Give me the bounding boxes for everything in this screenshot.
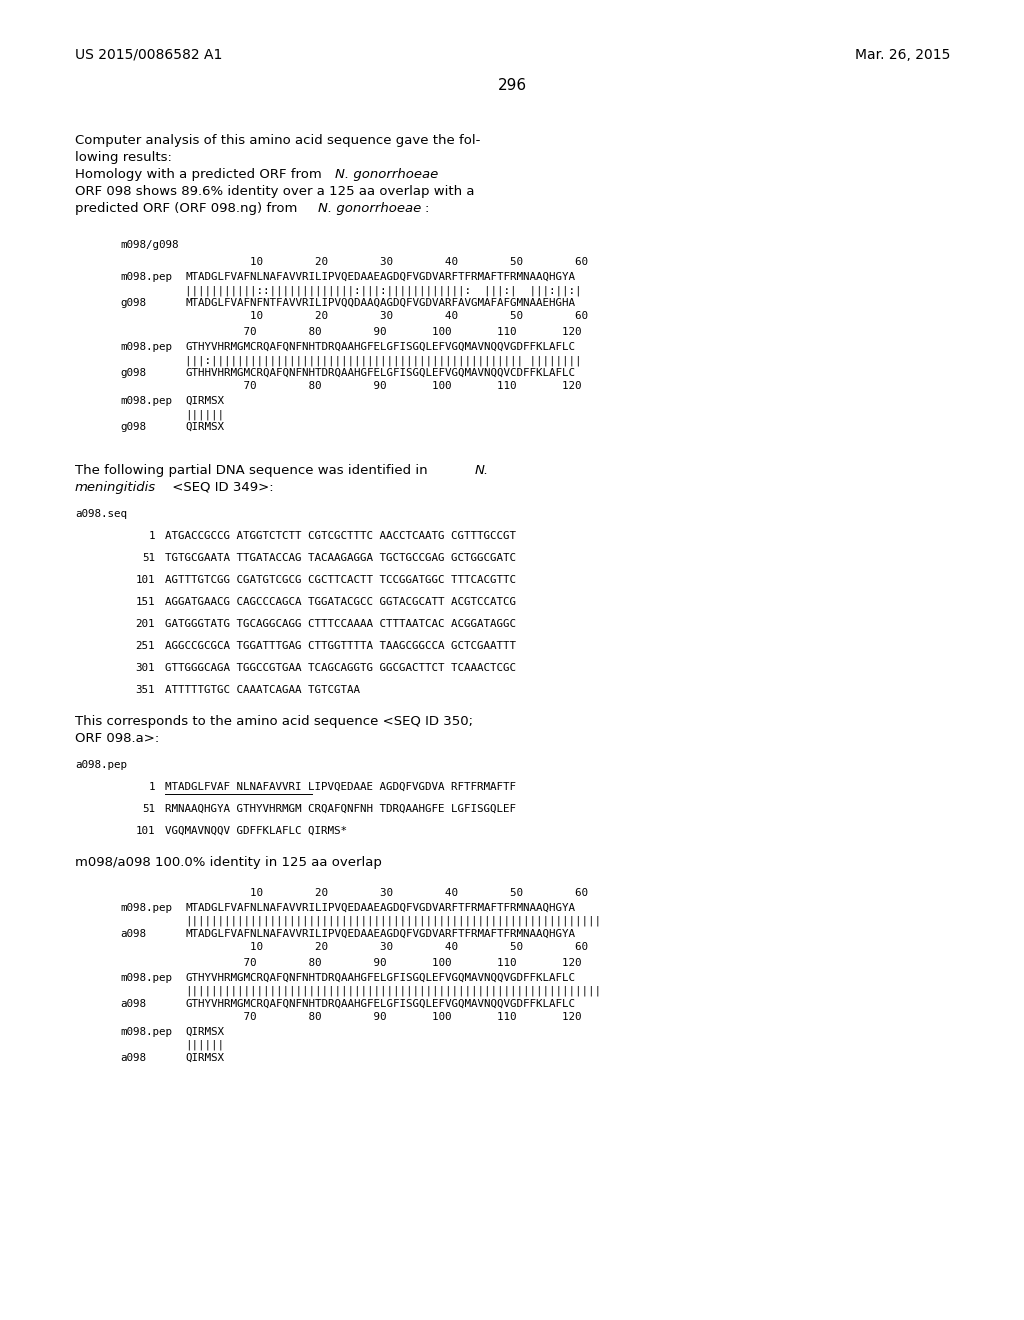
Text: ATGACCGCCG ATGGTCTCTT CGTCGCTTTC AACCTCAATG CGTTTGCCGT: ATGACCGCCG ATGGTCTCTT CGTCGCTTTC AACCTCA… bbox=[165, 531, 516, 541]
Text: a098: a098 bbox=[120, 999, 146, 1008]
Text: 70        80        90       100       110       120: 70 80 90 100 110 120 bbox=[185, 381, 582, 391]
Text: 51: 51 bbox=[142, 804, 155, 814]
Text: 70        80        90       100       110       120: 70 80 90 100 110 120 bbox=[185, 1012, 582, 1022]
Text: m098.pep: m098.pep bbox=[120, 973, 172, 983]
Text: N. gonorrhoeae: N. gonorrhoeae bbox=[335, 168, 438, 181]
Text: Mar. 26, 2015: Mar. 26, 2015 bbox=[855, 48, 950, 62]
Text: m098.pep: m098.pep bbox=[120, 1027, 172, 1038]
Text: Computer analysis of this amino acid sequence gave the fol-: Computer analysis of this amino acid seq… bbox=[75, 135, 480, 147]
Text: QIRMSX: QIRMSX bbox=[185, 422, 224, 432]
Text: VGQMAVNQQV GDFFKLAFLC QIRMS*: VGQMAVNQQV GDFFKLAFLC QIRMS* bbox=[165, 826, 347, 836]
Text: QIRMSX: QIRMSX bbox=[185, 1027, 224, 1038]
Text: lowing results:: lowing results: bbox=[75, 150, 172, 164]
Text: :: : bbox=[425, 202, 429, 215]
Text: 70        80        90       100       110       120: 70 80 90 100 110 120 bbox=[185, 327, 582, 337]
Text: 51: 51 bbox=[142, 553, 155, 564]
Text: GTTGGGCAGA TGGCCGTGAA TCAGCAGGTG GGCGACTTCT TCAAACTCGC: GTTGGGCAGA TGGCCGTGAA TCAGCAGGTG GGCGACT… bbox=[165, 663, 516, 673]
Text: This corresponds to the amino acid sequence <SEQ ID 350;: This corresponds to the amino acid seque… bbox=[75, 715, 473, 729]
Text: m098/g098: m098/g098 bbox=[120, 240, 178, 249]
Text: The following partial DNA sequence was identified in: The following partial DNA sequence was i… bbox=[75, 465, 432, 477]
Text: GTHYVHRMGMCRQAFQNFNHTDRQAAHGFELGFISGQLEFVGQMAVNQQVGDFFKLAFLC: GTHYVHRMGMCRQAFQNFNHTDRQAAHGFELGFISGQLEF… bbox=[185, 973, 575, 983]
Text: 1: 1 bbox=[148, 531, 155, 541]
Text: 101: 101 bbox=[135, 826, 155, 836]
Text: AGGCCGCGCA TGGATTTGAG CTTGGTTTTA TAAGCGGCCA GCTCGAATTT: AGGCCGCGCA TGGATTTGAG CTTGGTTTTA TAAGCGG… bbox=[165, 642, 516, 651]
Text: |||||||||||::|||||||||||||:|||:||||||||||||:  |||:|  |||:||:|: |||||||||||::|||||||||||||:|||:|||||||||… bbox=[185, 285, 582, 296]
Text: MTADGLFVAFNFNTFAVVRILIPVQQDAAQAGDQFVGDVARFAVGMAFAFGMNAAEHGHA: MTADGLFVAFNFNTFAVVRILIPVQQDAAQAGDQFVGDVA… bbox=[185, 298, 575, 308]
Text: MTADGLFVAFNLNAFAVVRILIPVQEDAAEAGDQFVGDVARFTFRMAFTFRMNAAQHGYA: MTADGLFVAFNLNAFAVVRILIPVQEDAAEAGDQFVGDVA… bbox=[185, 272, 575, 282]
Text: AGGATGAACG CAGCCCAGCA TGGATACGCC GGTACGCATT ACGTCCATCG: AGGATGAACG CAGCCCAGCA TGGATACGCC GGTACGC… bbox=[165, 597, 516, 607]
Text: g098: g098 bbox=[120, 422, 146, 432]
Text: GTHHVHRMGMCRQAFQNFNHTDRQAAHGFELGFISGQLEFVGQMAVNQQVCDFFKLAFLC: GTHHVHRMGMCRQAFQNFNHTDRQAAHGFELGFISGQLEF… bbox=[185, 368, 575, 378]
Text: a098: a098 bbox=[120, 1053, 146, 1063]
Text: 101: 101 bbox=[135, 576, 155, 585]
Text: m098.pep: m098.pep bbox=[120, 272, 172, 282]
Text: 10        20        30        40        50        60: 10 20 30 40 50 60 bbox=[185, 888, 588, 898]
Text: g098: g098 bbox=[120, 368, 146, 378]
Text: 10        20        30        40        50        60: 10 20 30 40 50 60 bbox=[185, 312, 588, 321]
Text: 10        20        30        40        50        60: 10 20 30 40 50 60 bbox=[185, 942, 588, 952]
Text: m098.pep: m098.pep bbox=[120, 342, 172, 352]
Text: m098.pep: m098.pep bbox=[120, 396, 172, 407]
Text: 251: 251 bbox=[135, 642, 155, 651]
Text: 10        20        30        40        50        60: 10 20 30 40 50 60 bbox=[185, 257, 588, 267]
Text: QIRMSX: QIRMSX bbox=[185, 396, 224, 407]
Text: 296: 296 bbox=[498, 78, 526, 92]
Text: ATTTTTGTGC CAAATCAGAA TGTCGTAA: ATTTTTGTGC CAAATCAGAA TGTCGTAA bbox=[165, 685, 360, 696]
Text: 351: 351 bbox=[135, 685, 155, 696]
Text: GTHYVHRMGMCRQAFQNFNHTDRQAAHGFELGFISGQLEFVGQMAVNQQVGDFFKLAFLC: GTHYVHRMGMCRQAFQNFNHTDRQAAHGFELGFISGQLEF… bbox=[185, 999, 575, 1008]
Text: |||:|||||||||||||||||||||||||||||||||||||||||||||||| ||||||||: |||:||||||||||||||||||||||||||||||||||||… bbox=[185, 355, 582, 366]
Text: m098/a098 100.0% identity in 125 aa overlap: m098/a098 100.0% identity in 125 aa over… bbox=[75, 855, 382, 869]
Text: MTADGLFVAFNLNAFAVVRILIPVQEDAAEAGDQFVGDVARFTFRMAFTFRMNAAQHGYA: MTADGLFVAFNLNAFAVVRILIPVQEDAAEAGDQFVGDVA… bbox=[185, 929, 575, 939]
Text: ||||||: |||||| bbox=[185, 409, 224, 420]
Text: predicted ORF (ORF 098.ng) from: predicted ORF (ORF 098.ng) from bbox=[75, 202, 302, 215]
Text: a098: a098 bbox=[120, 929, 146, 939]
Text: N. gonorrhoeae: N. gonorrhoeae bbox=[318, 202, 421, 215]
Text: 151: 151 bbox=[135, 597, 155, 607]
Text: QIRMSX: QIRMSX bbox=[185, 1053, 224, 1063]
Text: ORF 098 shows 89.6% identity over a 125 aa overlap with a: ORF 098 shows 89.6% identity over a 125 … bbox=[75, 185, 474, 198]
Text: Homology with a predicted ORF from: Homology with a predicted ORF from bbox=[75, 168, 326, 181]
Text: g098: g098 bbox=[120, 298, 146, 308]
Text: ||||||||||||||||||||||||||||||||||||||||||||||||||||||||||||||||: ||||||||||||||||||||||||||||||||||||||||… bbox=[185, 916, 601, 927]
Text: TGTGCGAATA TTGATACCAG TACAAGAGGA TGCTGCCGAG GCTGGCGATC: TGTGCGAATA TTGATACCAG TACAAGAGGA TGCTGCC… bbox=[165, 553, 516, 564]
Text: a098.pep: a098.pep bbox=[75, 760, 127, 770]
Text: 301: 301 bbox=[135, 663, 155, 673]
Text: ||||||: |||||| bbox=[185, 1040, 224, 1051]
Text: a098.seq: a098.seq bbox=[75, 510, 127, 519]
Text: ORF 098.a>:: ORF 098.a>: bbox=[75, 733, 160, 744]
Text: MTADGLFVAF NLNAFAVVRI LIPVQEDAAE AGDQFVGDVA RFTFRMAFTF: MTADGLFVAF NLNAFAVVRI LIPVQEDAAE AGDQFVG… bbox=[165, 781, 516, 792]
Text: GATGGGTATG TGCAGGCAGG CTTTCCAAAA CTTTAATCAC ACGGATAGGC: GATGGGTATG TGCAGGCAGG CTTTCCAAAA CTTTAAT… bbox=[165, 619, 516, 630]
Text: GTHYVHRMGMCRQAFQNFNHTDRQAAHGFELGFISGQLEFVGQMAVNQQVGDFFKLAFLC: GTHYVHRMGMCRQAFQNFNHTDRQAAHGFELGFISGQLEF… bbox=[185, 342, 575, 352]
Text: US 2015/0086582 A1: US 2015/0086582 A1 bbox=[75, 48, 222, 62]
Text: 201: 201 bbox=[135, 619, 155, 630]
Text: ||||||||||||||||||||||||||||||||||||||||||||||||||||||||||||||||: ||||||||||||||||||||||||||||||||||||||||… bbox=[185, 986, 601, 997]
Text: N.: N. bbox=[475, 465, 489, 477]
Text: <SEQ ID 349>:: <SEQ ID 349>: bbox=[168, 480, 273, 494]
Text: 1: 1 bbox=[148, 781, 155, 792]
Text: m098.pep: m098.pep bbox=[120, 903, 172, 913]
Text: meningitidis: meningitidis bbox=[75, 480, 156, 494]
Text: MTADGLFVAFNLNAFAVVRILIPVQEDAAEAGDQFVGDVARFTFRMAFTFRMNAAQHGYA: MTADGLFVAFNLNAFAVVRILIPVQEDAAEAGDQFVGDVA… bbox=[185, 903, 575, 913]
Text: 70        80        90       100       110       120: 70 80 90 100 110 120 bbox=[185, 958, 582, 968]
Text: AGTTTGTCGG CGATGTCGCG CGCTTCACTT TCCGGATGGC TTTCACGTTC: AGTTTGTCGG CGATGTCGCG CGCTTCACTT TCCGGAT… bbox=[165, 576, 516, 585]
Text: RMNAAQHGYA GTHYVHRMGM CRQAFQNFNH TDRQAAHGFE LGFISGQLEF: RMNAAQHGYA GTHYVHRMGM CRQAFQNFNH TDRQAAH… bbox=[165, 804, 516, 814]
